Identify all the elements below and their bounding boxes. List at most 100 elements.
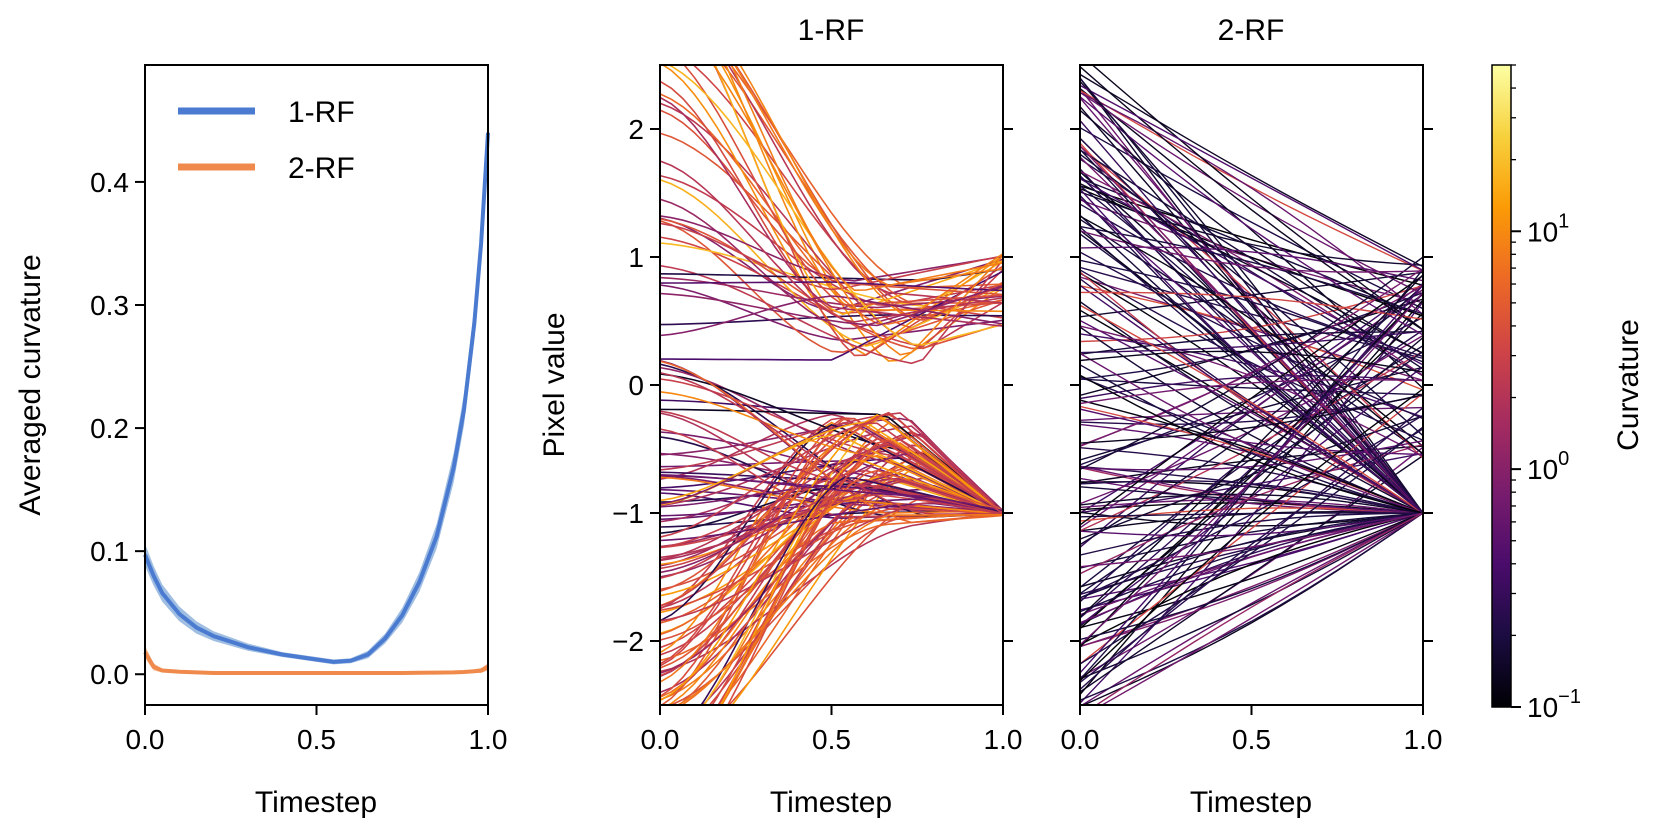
trajectory-line-2rf — [1080, 512, 1423, 705]
band-1-RF — [145, 115, 488, 665]
trajectory-line-2rf — [1080, 443, 1423, 575]
trajectory-line-2rf — [1080, 304, 1423, 514]
xtick-label: 0.0 — [126, 724, 165, 755]
trajectory-line-1rf — [660, 284, 1003, 327]
trajectory-line-2rf — [1080, 512, 1423, 680]
trajectory-line-1rf — [660, 474, 1003, 512]
trajectory-line-2rf — [1080, 73, 1423, 268]
trajectory-line-2rf — [1080, 291, 1423, 646]
ytick-label: −1 — [612, 498, 644, 529]
trajectory-title-1rf: 1-RF — [798, 14, 865, 47]
trajectory-line-2rf — [1091, 65, 1423, 331]
trajectory-line-2rf — [1080, 446, 1423, 679]
legend-label-2rf: 2-RF — [288, 152, 355, 185]
trajectory-panel-2rf: 0.0 0.5 1.0 2-RF Timestep — [1061, 14, 1443, 819]
trajectory-line-2rf — [1080, 325, 1423, 458]
curvature-xlabel: Timestep — [255, 786, 377, 819]
trajectory-ticks-2rf: 0.0 0.5 1.0 — [1061, 128, 1443, 755]
trajectory-line-2rf — [1080, 97, 1423, 514]
trajectory-line-1rf — [660, 222, 1003, 291]
ytick-label: 0.4 — [90, 167, 129, 198]
trajectory-line-1rf — [660, 422, 1003, 538]
xtick-label: 1.0 — [984, 724, 1023, 755]
trajectory-line-2rf — [1080, 259, 1423, 363]
trajectory-line-1rf — [720, 458, 1003, 705]
trajectory-line-1rf — [666, 499, 1003, 705]
series-line-1-RF — [143, 132, 490, 664]
trajectory-line-1rf — [677, 469, 1003, 705]
trajectory-line-2rf — [1080, 271, 1423, 514]
trajectory-line-1rf — [660, 372, 1003, 515]
trajectory-line-1rf — [660, 220, 1003, 354]
trajectory-line-1rf — [660, 416, 1003, 610]
trajectory-line-1rf — [660, 276, 1003, 309]
trajectory-line-2rf — [1080, 269, 1423, 441]
trajectory-line-1rf — [660, 410, 1003, 513]
trajectory-line-2rf — [1080, 512, 1423, 537]
trajectory-line-2rf — [1080, 153, 1423, 437]
trajectory-line-2rf — [1080, 331, 1423, 355]
trajectory-line-1rf — [660, 295, 1003, 337]
xtick-label: 0.5 — [1232, 724, 1271, 755]
trajectory-line-1rf — [734, 65, 1003, 321]
trajectory-line-2rf — [1080, 312, 1423, 630]
trajectory-line-2rf — [1080, 188, 1423, 514]
trajectory-xlabel-2rf: Timestep — [1190, 786, 1312, 819]
trajectory-line-2rf — [1080, 408, 1423, 456]
trajectory-line-2rf — [1080, 291, 1423, 320]
trajectory-line-1rf — [660, 96, 1003, 327]
trajectory-line-2rf — [1080, 137, 1423, 514]
trajectory-line-2rf — [1080, 364, 1423, 514]
trajectory-line-1rf — [660, 438, 1003, 579]
trajectory-line-1rf — [676, 513, 1003, 705]
trajectory-line-1rf — [660, 421, 1003, 513]
trajectory-line-2rf — [1080, 512, 1423, 701]
trajectory-line-1rf — [730, 65, 1003, 292]
trajectory-line-2rf — [1100, 512, 1423, 705]
trajectory-line-2rf — [1095, 512, 1423, 705]
colorbar-tick-label: 100 — [1527, 448, 1569, 485]
trajectory-line-1rf — [729, 65, 1003, 289]
trajectory-line-1rf — [660, 478, 1003, 674]
trajectory-line-2rf — [1080, 109, 1423, 355]
trajectory-line-1rf — [726, 439, 1003, 705]
colorbar-label: Curvature — [1612, 319, 1645, 451]
trajectory-panel-1rf: 0.0 0.5 1.0 −2 −1 0 1 2 1-RF Pixel value Timest… — [538, 14, 1023, 819]
trajectory-line-2rf — [1080, 388, 1423, 682]
trajectory-line-1rf — [733, 65, 1003, 287]
curvature-ticks: 0.0 0.5 1.0 0.0 0.1 0.2 0.3 0.4 — [90, 167, 507, 755]
trajectory-lines-2rf — [1080, 65, 1423, 705]
trajectory-line-2rf — [1080, 268, 1423, 680]
trajectory-line-2rf — [1080, 512, 1423, 599]
trajectory-line-2rf — [1080, 378, 1423, 405]
trajectory-line-1rf — [660, 259, 1003, 365]
trajectory-ylabel: Pixel value — [538, 312, 571, 457]
trajectory-line-2rf — [1080, 96, 1423, 336]
trajectory-axes-frame-2rf — [1079, 64, 1424, 706]
trajectory-line-2rf — [1080, 399, 1423, 514]
xtick-label: 1.0 — [1404, 724, 1443, 755]
colorbar-tick-label: 101 — [1527, 210, 1569, 247]
curvature-ylabel: Averaged curvature — [14, 254, 47, 515]
trajectory-line-2rf — [1080, 350, 1423, 595]
trajectory-lines-1rf — [660, 65, 1003, 705]
legend: 1-RF 2-RF — [178, 96, 355, 185]
trajectory-line-2rf — [1080, 77, 1423, 514]
trajectory-line-2rf — [1080, 274, 1423, 526]
trajectory-line-2rf — [1080, 120, 1423, 514]
colorbar-ticks: 10−1 100 101 — [1511, 64, 1581, 723]
xtick-label: 0.0 — [1061, 724, 1100, 755]
trajectory-line-2rf — [1080, 288, 1423, 529]
trajectory-line-2rf — [1080, 175, 1423, 514]
trajectory-line-2rf — [1080, 301, 1423, 704]
trajectory-line-2rf — [1080, 493, 1423, 514]
trajectory-line-2rf — [1080, 426, 1423, 665]
trajectory-line-2rf — [1080, 225, 1423, 315]
trajectory-line-2rf — [1080, 268, 1423, 447]
trajectory-line-2rf — [1080, 230, 1423, 273]
ytick-label: 2 — [628, 114, 644, 145]
trajectory-line-1rf — [660, 102, 1003, 350]
colorbar-gradient — [1491, 64, 1512, 708]
trajectory-line-1rf — [660, 436, 1003, 669]
